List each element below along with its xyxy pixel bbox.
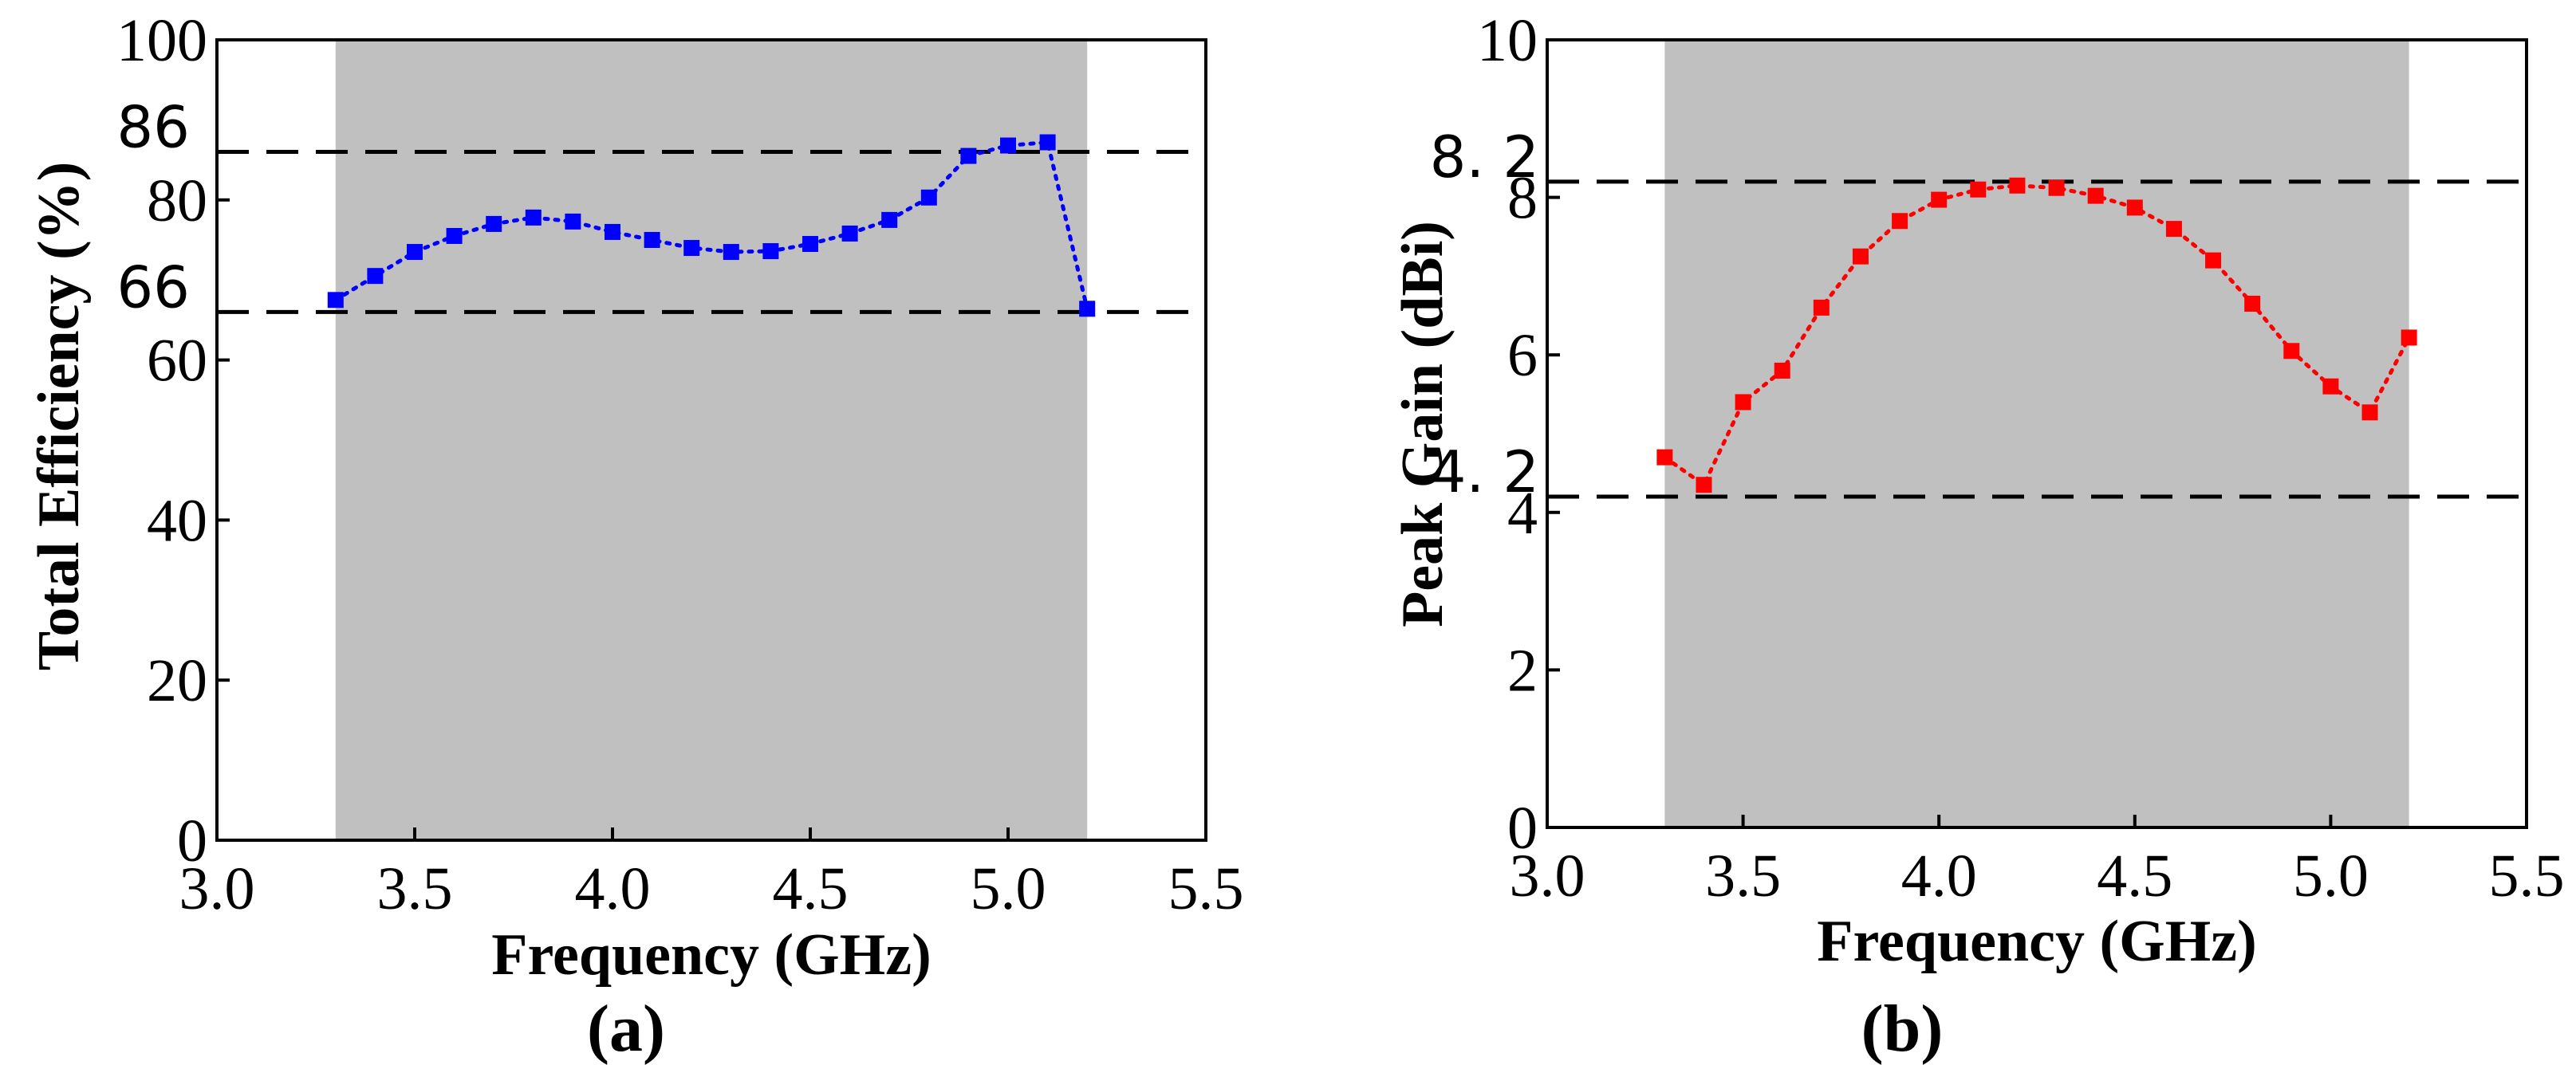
panel-b-x-tick-label: 4.5: [2097, 843, 2172, 910]
panel-b-data-point: [2126, 199, 2143, 216]
panel-b-data-point: [1735, 394, 1751, 411]
panel-a-y-axis-label: Total Efficiency (%): [26, 162, 92, 671]
panel-b-data-point: [1813, 299, 1830, 316]
panel-b-data-point: [1696, 477, 1712, 493]
panel-b-data-point: [2244, 295, 2261, 312]
panel-b-y-tick-label: 8: [1507, 165, 1538, 232]
panel-b-y-tick-label: 4: [1507, 480, 1538, 547]
panel-b-data-point: [2401, 329, 2417, 346]
panel-b-gain-chart: 3.0 3.5 4.0 4.5 5.0 5.5 0 2 4 6 8 10 8. 2 4. 2 Frequ…: [1390, 7, 2565, 1065]
panel-b-data-point: [2087, 187, 2104, 204]
panel-a-data-point: [960, 147, 977, 164]
panel-a-plot-frame: [215, 38, 1207, 842]
panel-b-caption: (b): [1861, 992, 1944, 1065]
panel-b-data-point: [2205, 252, 2222, 269]
panel-a-x-axis-label: Frequency (GHz): [491, 922, 931, 988]
panel-b-data-point: [2165, 221, 2182, 238]
panel-b-y-tick-label: 0: [1507, 795, 1538, 862]
panel-a-data-point: [920, 189, 937, 206]
panel-a-caption: (a): [587, 992, 665, 1065]
panel-a-y-tick-label: 0: [177, 808, 207, 874]
panel-a-x-tick-label: 4.0: [575, 855, 651, 922]
panel-a-data-point: [841, 225, 858, 242]
panel-b-data-point: [2048, 179, 2065, 196]
panel-b-x-axis-label: Frequency (GHz): [1817, 909, 2256, 974]
panel-a-y-tick-label: 40: [147, 487, 207, 554]
panel-b-data-point: [1656, 449, 1673, 466]
panel-b-data-point: [2322, 378, 2339, 395]
panel-b-x-tick-label: 4.0: [1901, 843, 1977, 910]
panel-a-shaded-band: [335, 40, 1088, 840]
panel-a-data-point: [723, 244, 739, 261]
panel-a-x-tick-label: 4.5: [773, 855, 849, 922]
panel-b-data-point: [2283, 343, 2300, 360]
panel-a-y-tick-label: 60: [147, 328, 207, 395]
panel-b-data-point: [1892, 213, 1908, 230]
panel-a-data-point: [644, 232, 660, 248]
panel-b-shaded-band: [1664, 40, 2409, 827]
panel-a-efficiency-chart: 3.0 3.5 4.0 4.5 5.0 5.5 0 20 40 60 80 100 86 66 Freq…: [26, 7, 1244, 1065]
panel-a-data-point: [565, 213, 581, 230]
panel-b-x-tick-label: 5.5: [2489, 843, 2565, 910]
panel-b-x-tick-label: 3.0: [1510, 843, 1585, 910]
panel-a-data-point: [367, 268, 384, 285]
panel-b-y-tick-label: 2: [1507, 637, 1538, 704]
panel-b-plot-frame: [1546, 38, 2528, 829]
panel-b-x-tick-label: 5.0: [2293, 843, 2369, 910]
panel-a-y-tick-label: 80: [147, 167, 207, 234]
panel-a-data-point: [762, 243, 779, 260]
panel-a-data-point: [1000, 137, 1016, 154]
panel-b-data-point: [1970, 181, 1987, 198]
panel-a-x-tick-label: 5.5: [1168, 855, 1244, 922]
panel-a-data-point: [1079, 301, 1096, 317]
panel-b-reference-label: 8. 2: [1430, 124, 1539, 191]
panel-a-data-point: [446, 227, 463, 244]
panel-a-data-point: [327, 292, 344, 308]
panel-a-reference-label: 66: [116, 253, 190, 320]
panel-a-data-point: [525, 209, 542, 226]
panel-a-data-point: [605, 223, 620, 240]
panel-a-x-tick-label: 3.0: [179, 855, 255, 922]
panel-b-y-axis-label: Peak Gain (dBi): [1390, 221, 1455, 627]
panel-a-data-point: [881, 211, 898, 228]
panel-b-y-tick-label: 6: [1507, 322, 1538, 389]
panel-a-data-point: [802, 236, 818, 253]
panel-a-x-tick-label: 3.5: [377, 855, 453, 922]
panel-b-data-point: [2009, 177, 2026, 194]
panel-b-data-point: [1852, 248, 1869, 265]
panel-b-data-point: [2361, 404, 2378, 421]
panel-b-y-tick-label: 10: [1477, 7, 1538, 74]
panel-a-y-tick-label: 20: [147, 647, 207, 714]
panel-a-data-point: [407, 244, 423, 261]
panel-a-reference-label: 86: [116, 94, 190, 161]
panel-a-data-point: [486, 215, 502, 232]
panel-a-x-tick-label: 5.0: [971, 855, 1046, 922]
panel-b-data-point: [1931, 191, 1948, 208]
panel-b-data-point: [1774, 362, 1790, 379]
panel-b-reference-label: 4. 2: [1430, 438, 1539, 505]
panel-a-data-point: [1039, 134, 1056, 151]
panel-b-x-tick-label: 3.5: [1705, 843, 1781, 910]
panel-a-y-tick-label: 100: [116, 7, 207, 74]
panel-a-data-point: [683, 240, 700, 257]
